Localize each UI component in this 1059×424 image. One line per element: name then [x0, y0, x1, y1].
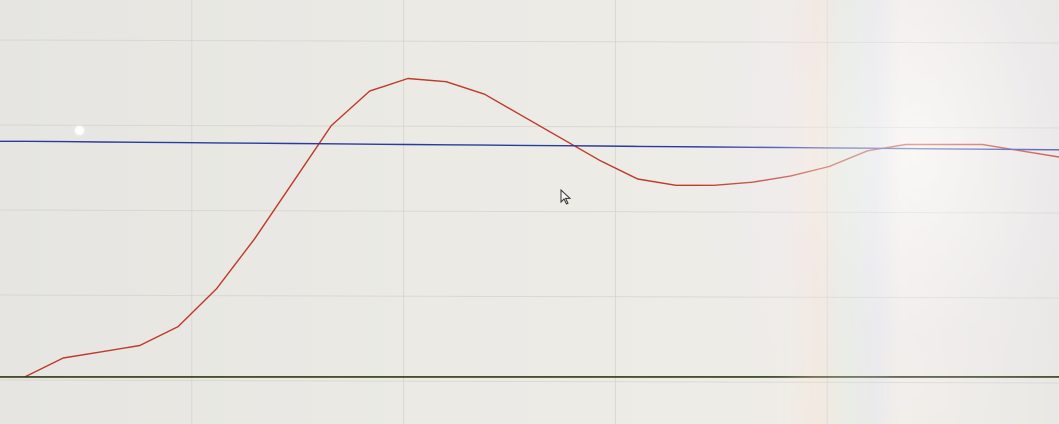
series-line-1 — [24, 77, 1059, 378]
grid-line-horizontal — [0, 294, 1059, 299]
grid-line-horizontal — [0, 39, 1059, 44]
white-dot-marker — [75, 126, 84, 135]
mouse-pointer-icon — [560, 189, 572, 205]
grid-line-horizontal — [0, 124, 1059, 129]
grid-line-horizontal — [0, 209, 1059, 214]
series-layer — [0, 77, 1059, 378]
grid-line-horizontal — [0, 379, 1059, 384]
